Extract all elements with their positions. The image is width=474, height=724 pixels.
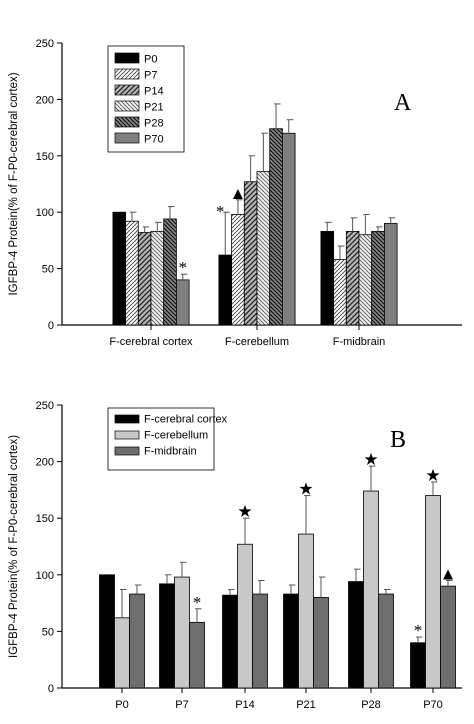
legend-swatch (114, 430, 140, 440)
bar-p7 (333, 259, 347, 326)
y-tick-label: 200 (36, 94, 54, 106)
y-tick-label: 250 (36, 400, 54, 412)
bar-p0 (320, 230, 334, 326)
bar-f-cerebellum (298, 533, 314, 689)
bar-f-cerebellum (237, 543, 253, 689)
bar-f-midbrain (129, 593, 145, 689)
y-tick-label: 250 (36, 38, 54, 50)
x-category-label: F-midbrain (333, 336, 386, 348)
legend-label: F-cerebellum (144, 430, 208, 442)
bar-p14 (243, 181, 258, 326)
bar-p70 (383, 223, 398, 326)
legend-label: P21 (144, 102, 164, 114)
bar-f-cerebral-cortex (99, 574, 115, 689)
y-tick-label: 0 (48, 320, 54, 332)
y-tick-label: 200 (36, 457, 54, 469)
y-tick-label: 50 (42, 264, 54, 276)
significance-marker: * (414, 621, 423, 640)
x-category-label: F-cerebral cortex (109, 336, 193, 348)
y-tick-label: 0 (48, 683, 54, 695)
y-tick-label: 150 (36, 151, 54, 163)
bar-p7 (125, 220, 139, 326)
bar-f-midbrain (313, 597, 329, 689)
legend-swatch (114, 84, 140, 96)
significance-marker: ▲ (440, 564, 457, 583)
legend-swatch (114, 116, 140, 128)
bar-p7 (231, 214, 245, 326)
x-category-label: P28 (361, 699, 381, 711)
x-category-label: P7 (175, 699, 188, 711)
bar-f-cerebral-cortex (159, 583, 175, 689)
bar-p28 (269, 128, 283, 326)
bar-f-cerebellum (425, 495, 441, 689)
bar-f-cerebellum (174, 576, 190, 689)
legend-label: F-midbrain (144, 446, 197, 458)
y-tick-label: 100 (36, 570, 54, 582)
y-axis-title: IGFBP-4 Protein(% of F-P0-cerebral corte… (8, 435, 20, 658)
y-tick-label: 50 (42, 626, 54, 638)
bar-f-cerebral-cortex (283, 593, 299, 689)
bar-f-cerebral-cortex (410, 642, 426, 689)
bar-p21 (150, 230, 165, 326)
x-category-label: P0 (115, 699, 128, 711)
panel-label: A (394, 90, 412, 116)
legend-label: F-cerebral cortex (144, 414, 228, 426)
bar-f-midbrain (378, 593, 394, 689)
y-tick-label: 150 (36, 513, 54, 525)
significance-marker: ★ (363, 450, 378, 469)
bar-f-cerebral-cortex (222, 594, 238, 689)
legend-label: P70 (144, 134, 164, 146)
legend-label: P14 (144, 86, 164, 98)
bar-p70 (281, 132, 296, 326)
bar-p21 (358, 234, 373, 326)
legend-label: P7 (144, 70, 157, 82)
legend-label: P28 (144, 118, 164, 130)
bar-p0 (218, 254, 232, 326)
bar-p21 (256, 171, 271, 326)
bar-f-midbrain (189, 621, 205, 689)
bar-p14 (137, 232, 152, 326)
significance-marker: * (216, 202, 225, 221)
bar-f-cerebral-cortex (348, 581, 364, 689)
legend-swatch (114, 446, 140, 456)
bar-f-cerebellum (363, 490, 379, 689)
bar-f-midbrain (252, 593, 268, 689)
bar-p14 (345, 230, 360, 326)
legend-swatch (114, 414, 140, 424)
y-axis-title: IGFBP-4 Protein(% of F-P0-cerebral corte… (8, 72, 20, 295)
bar-p28 (163, 218, 177, 326)
panel-label: B (390, 427, 406, 453)
significance-marker: ▲ (230, 184, 247, 203)
legend-swatch (114, 52, 140, 64)
legend-swatch (114, 68, 140, 80)
significance-marker: ★ (425, 466, 440, 485)
legend-swatch (114, 132, 140, 144)
legend-swatch (114, 100, 140, 112)
significance-marker: * (179, 258, 188, 277)
x-category-label: P70 (423, 699, 443, 711)
x-category-label: F-cerebellum (225, 336, 289, 348)
y-tick-label: 100 (36, 207, 54, 219)
bar-p0 (112, 211, 127, 326)
significance-marker: ★ (298, 480, 313, 499)
bar-p70 (175, 279, 190, 326)
bar-p28 (371, 230, 385, 326)
legend-label: P0 (144, 54, 157, 66)
x-category-label: P21 (296, 699, 316, 711)
bar-f-cerebellum (114, 617, 130, 689)
x-category-label: P14 (235, 699, 255, 711)
significance-marker: ★ (237, 502, 252, 521)
bar-f-midbrain (440, 585, 456, 689)
significance-marker: * (193, 593, 202, 612)
